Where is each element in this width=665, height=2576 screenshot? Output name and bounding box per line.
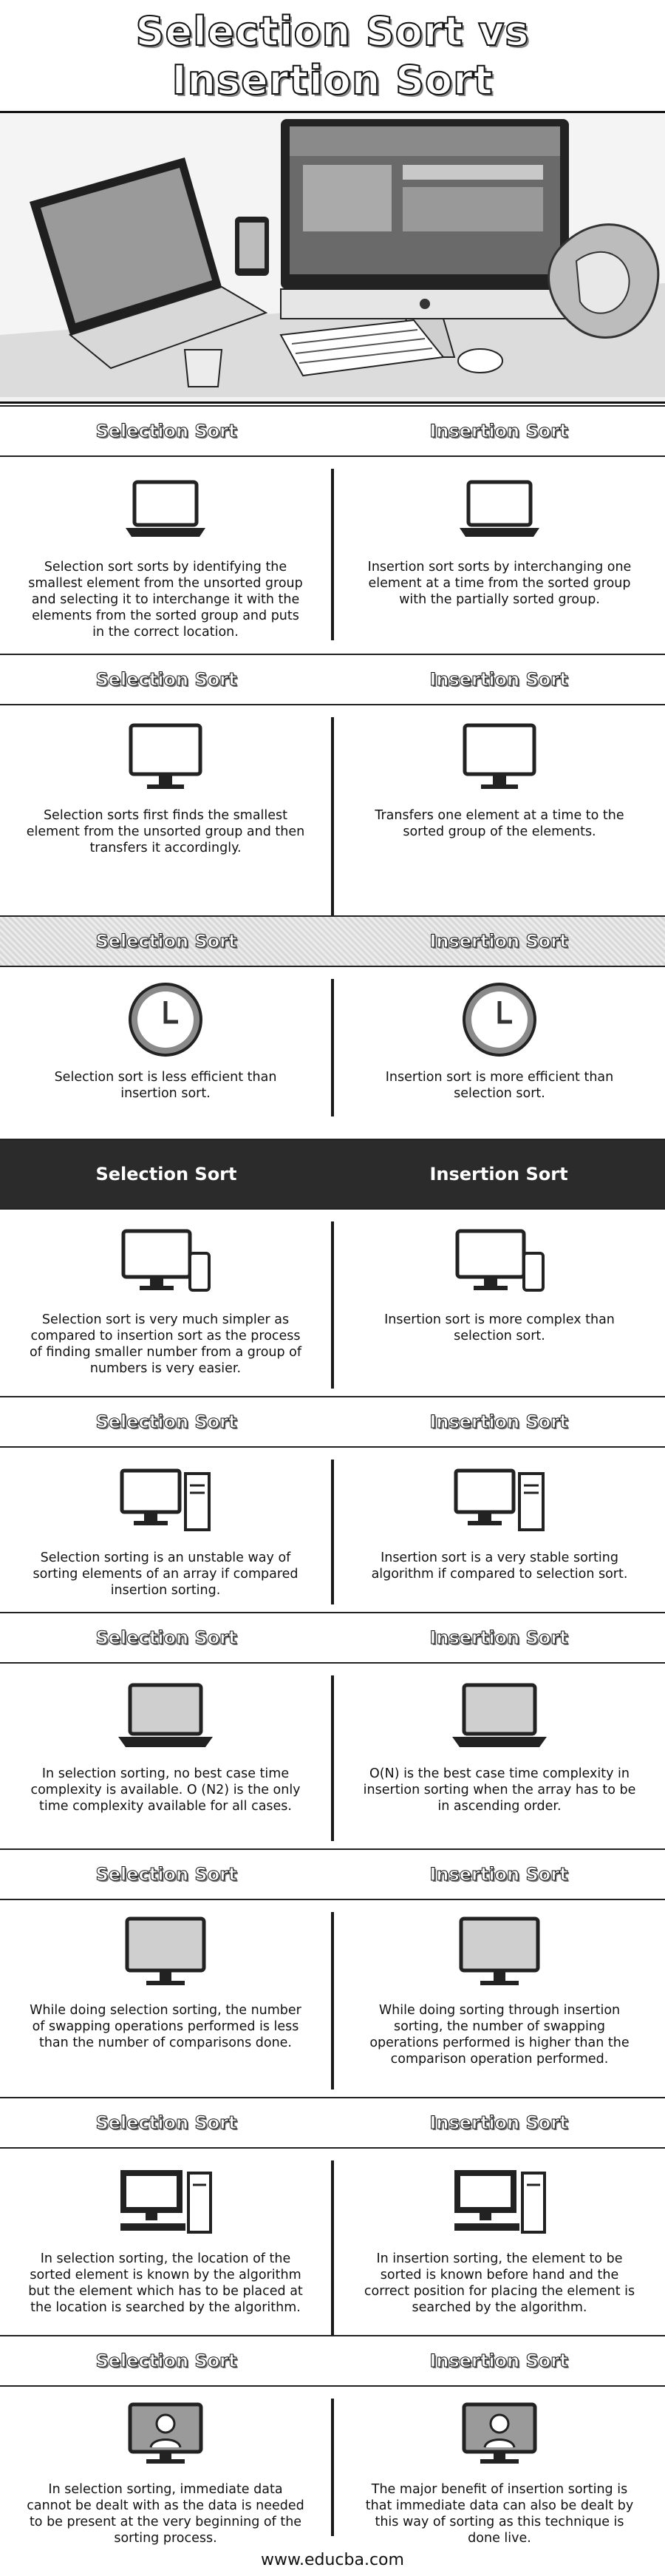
row-7-header: Selection Sort Insertion Sort xyxy=(0,1848,665,1900)
monitor-icon xyxy=(455,1912,544,1993)
selection-sort-description: Selection sort sorts by identifying the … xyxy=(28,560,303,640)
row-2-header: Selection Sort Insertion Sort xyxy=(0,654,665,705)
insertion-sort-description: In insertion sorting, the element to be … xyxy=(364,2251,635,2315)
monitor-icon xyxy=(459,717,540,799)
insertion-sort-label: Insertion Sort xyxy=(429,931,568,952)
row-3-header: Selection Sort Insertion Sort xyxy=(0,915,665,967)
support-monitor-icon xyxy=(121,2399,210,2472)
desktop-phone-icon xyxy=(117,1221,214,1303)
selection-sort-description: Selection sort is very much simpler as c… xyxy=(29,1312,302,1376)
insertion-sort-description: Transfers one element at a time to the s… xyxy=(375,808,624,839)
clock-icon xyxy=(459,979,540,1060)
insertion-sort-label: Insertion Sort xyxy=(429,2350,568,2372)
support-monitor-icon xyxy=(455,2399,544,2472)
computer-tower-icon xyxy=(117,1460,214,1541)
selection-sort-description: In selection sorting, immediate data can… xyxy=(27,2482,304,2546)
workstation-icon xyxy=(117,2160,214,2242)
column-divider xyxy=(331,469,334,640)
row-4-content: Selection sort is very much simpler as c… xyxy=(0,1207,665,1396)
row-4-header: Selection Sort Insertion Sort xyxy=(0,1139,665,1210)
row-7-content: While doing selection sorting, the numbe… xyxy=(0,1897,665,2097)
selection-sort-label: Selection Sort xyxy=(95,2350,237,2372)
selection-sort-description: In selection sorting, no best case time … xyxy=(30,1766,301,1814)
selection-sort-label: Selection Sort xyxy=(95,669,237,691)
row-9-header: Selection Sort Insertion Sort xyxy=(0,2335,665,2387)
row-5-header: Selection Sort Insertion Sort xyxy=(0,1396,665,1448)
insertion-sort-label: Insertion Sort xyxy=(429,669,568,691)
insertion-sort-label: Insertion Sort xyxy=(429,1411,568,1433)
column-divider xyxy=(331,1675,334,1841)
desk-computers-photo xyxy=(0,113,665,397)
laptop-icon xyxy=(114,1675,217,1757)
selection-sort-label: Selection Sort xyxy=(95,1864,237,1885)
row-2-content: Selection sorts first finds the smallest… xyxy=(0,702,665,926)
monitor-icon xyxy=(121,1912,210,1993)
insertion-sort-label: Insertion Sort xyxy=(429,1627,568,1649)
selection-sort-label: Selection Sort xyxy=(95,1627,237,1649)
selection-sort-description: While doing selection sorting, the numbe… xyxy=(30,2003,301,2050)
insertion-sort-description: While doing sorting through insertion so… xyxy=(369,2003,630,2067)
selection-sort-label: Selection Sort xyxy=(95,2112,237,2134)
row-1-content: Selection sort sorts by identifying the … xyxy=(0,454,665,648)
row-8-content: In selection sorting, the location of th… xyxy=(0,2146,665,2345)
insertion-sort-description: Insertion sort sorts by interchanging on… xyxy=(367,560,632,607)
insertion-sort-description: The major benefit of insertion sorting i… xyxy=(365,2482,634,2546)
insertion-sort-description: O(N) is the best case time complexity in… xyxy=(363,1766,636,1814)
monitor-icon xyxy=(125,717,206,799)
insertion-sort-label: Insertion Sort xyxy=(429,1864,568,1885)
workstation-icon xyxy=(451,2160,548,2242)
footer-url[interactable]: www.educba.com xyxy=(0,2543,665,2576)
selection-sort-description: Selection sort is less efficient than in… xyxy=(54,1070,277,1101)
page-title: Selection Sort vs Insertion Sort xyxy=(0,0,665,111)
row-5-content: Selection sorting is an unstable way of … xyxy=(0,1445,665,1612)
insertion-sort-label: Insertion Sort xyxy=(429,1164,568,1184)
row-9-content: In selection sorting, immediate data can… xyxy=(0,2384,665,2546)
selection-sort-description: Selection sorting is an unstable way of … xyxy=(33,1550,299,1598)
column-divider xyxy=(331,1912,334,2089)
desktop-phone-icon xyxy=(451,1221,548,1303)
footer-link[interactable]: www.educba.com xyxy=(261,2550,404,2569)
row-6-header: Selection Sort Insertion Sort xyxy=(0,1612,665,1664)
clock-icon xyxy=(125,979,206,1060)
selection-sort-description: Selection sorts first finds the smallest… xyxy=(26,808,305,855)
title-line-2: Insertion Sort xyxy=(171,56,494,104)
selection-sort-label: Selection Sort xyxy=(95,421,237,442)
column-divider xyxy=(331,979,334,1116)
row-1-header: Selection Sort Insertion Sort xyxy=(0,405,665,457)
row-3-content: Selection sort is less efficient than in… xyxy=(0,964,665,1124)
insertion-sort-label: Insertion Sort xyxy=(429,2112,568,2134)
column-divider xyxy=(331,717,334,918)
laptop-icon xyxy=(455,469,544,550)
selection-sort-description: In selection sorting, the location of th… xyxy=(28,2251,303,2315)
computer-tower-icon xyxy=(451,1460,548,1541)
row-6-content: In selection sorting, no best case time … xyxy=(0,1661,665,1848)
row-8-header: Selection Sort Insertion Sort xyxy=(0,2097,665,2149)
selection-sort-label: Selection Sort xyxy=(95,931,237,952)
laptop-icon xyxy=(448,1675,551,1757)
selection-sort-label: Selection Sort xyxy=(95,1411,237,1433)
hero-image xyxy=(0,111,665,404)
insertion-sort-label: Insertion Sort xyxy=(429,421,568,442)
column-divider xyxy=(331,2399,334,2536)
column-divider xyxy=(331,2160,334,2338)
insertion-sort-description: Insertion sort is a very stable sorting … xyxy=(371,1550,628,1582)
column-divider xyxy=(331,1460,334,1604)
selection-sort-label: Selection Sort xyxy=(95,1164,237,1184)
insertion-sort-description: Insertion sort is more complex than sele… xyxy=(384,1312,615,1343)
title-line-1: Selection Sort vs xyxy=(135,7,530,55)
insertion-sort-description: Insertion sort is more efficient than se… xyxy=(385,1070,614,1101)
column-divider xyxy=(331,1221,334,1389)
laptop-icon xyxy=(121,469,210,550)
